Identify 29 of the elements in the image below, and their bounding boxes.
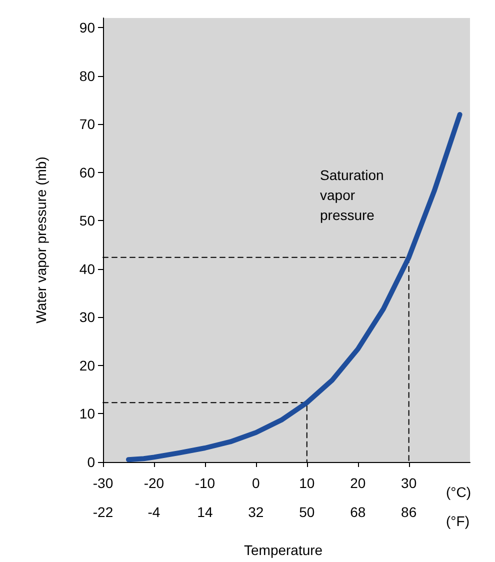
x-tick-label: 30 bbox=[401, 475, 417, 491]
x-tick-label: -30 bbox=[92, 475, 114, 491]
x2-tick-label: 50 bbox=[299, 504, 315, 520]
x-tick-label: -20 bbox=[144, 475, 164, 491]
text: (°C) bbox=[446, 484, 472, 500]
text: (°F) bbox=[446, 513, 470, 529]
x2-tick-label: -4 bbox=[148, 504, 160, 520]
y-tick-label: 80 bbox=[79, 68, 96, 84]
y-tick-label: 20 bbox=[79, 357, 96, 374]
x2-tick-label: 86 bbox=[401, 504, 417, 520]
y-tick-label: 10 bbox=[79, 406, 96, 422]
x-axis-title: Temperature bbox=[244, 542, 323, 558]
x2-tick-label: -22 bbox=[92, 504, 114, 520]
x2-tick-label: 32 bbox=[248, 504, 264, 520]
x-tick-label: 20 bbox=[350, 475, 366, 491]
y-tick-label: 50 bbox=[79, 212, 96, 229]
y-axis-title: Water vapor pressure (mb) bbox=[33, 156, 49, 324]
x2-tick-label: 68 bbox=[350, 504, 366, 520]
y-tick-label: 70 bbox=[79, 116, 96, 132]
y-tick-label: 0 bbox=[87, 454, 96, 470]
x-tick-label: 10 bbox=[299, 475, 315, 491]
x2-tick-label: 14 bbox=[197, 504, 213, 520]
y-tick-label: 40 bbox=[79, 260, 96, 277]
x-tick-label: 0 bbox=[252, 475, 260, 491]
annotation: Saturation vapor pressure bbox=[320, 167, 384, 223]
x-tick-label: -10 bbox=[194, 475, 216, 491]
y-tick-label: 90 bbox=[79, 20, 96, 36]
y-tick-label: 30 bbox=[79, 309, 96, 326]
y-tick-label: 60 bbox=[79, 164, 96, 180]
